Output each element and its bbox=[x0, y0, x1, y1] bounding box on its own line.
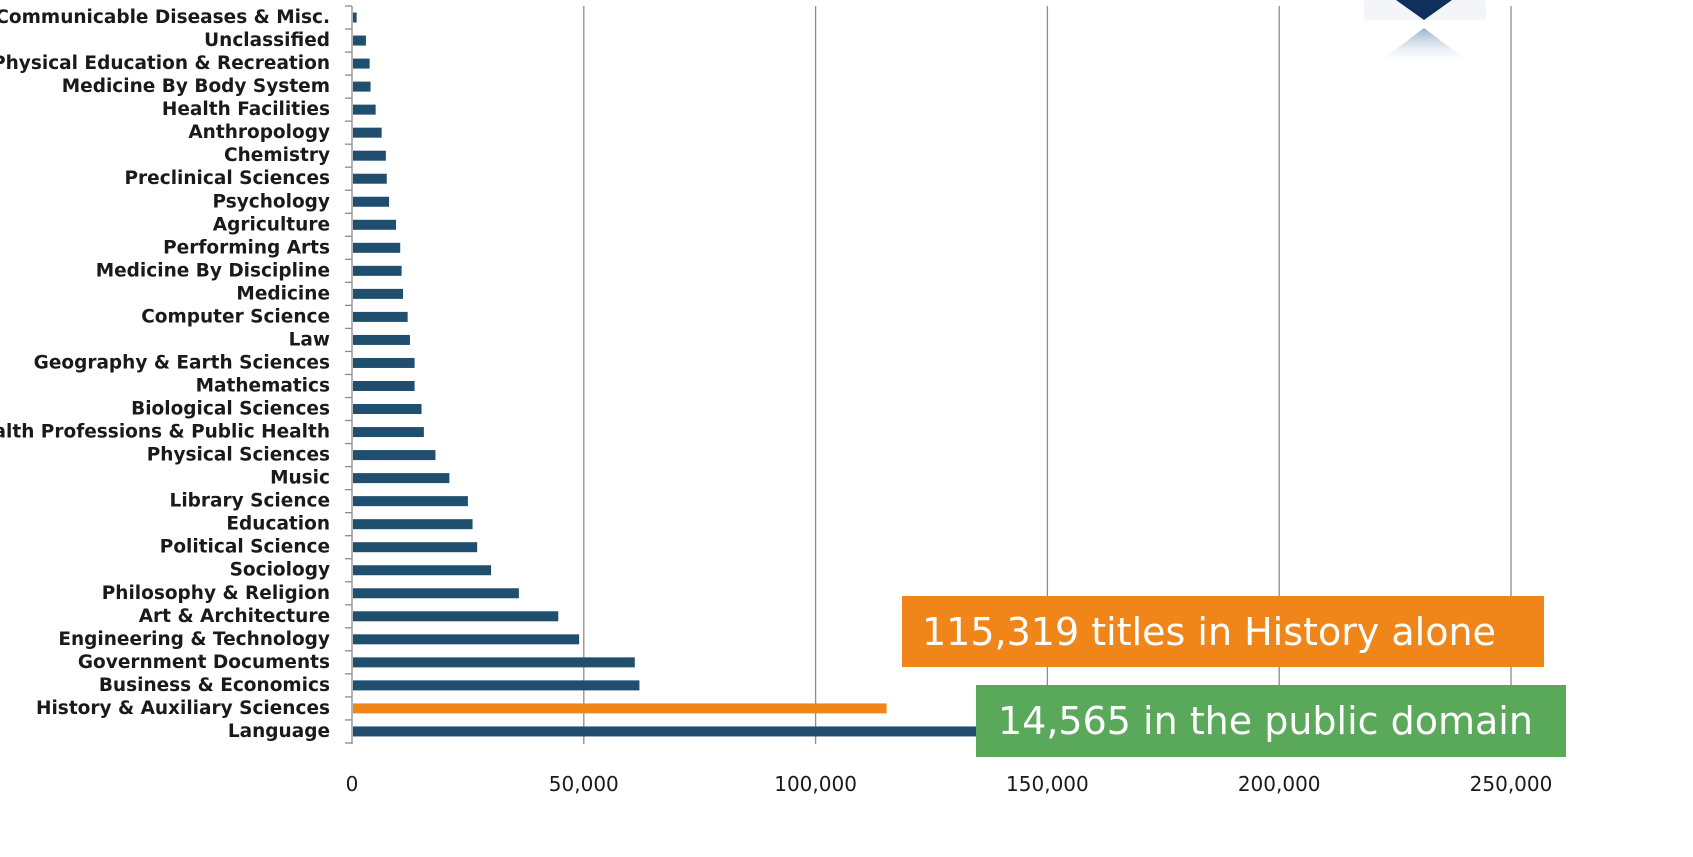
bar bbox=[353, 703, 887, 714]
bar bbox=[353, 611, 559, 622]
category-label: Physical Education & Recreation bbox=[0, 53, 330, 74]
bar bbox=[353, 634, 580, 645]
category-label: Health Facilities bbox=[162, 99, 330, 120]
bar bbox=[353, 173, 387, 184]
category-label: Engineering & Technology bbox=[58, 629, 330, 650]
category-label: Chemistry bbox=[224, 145, 330, 166]
bar bbox=[353, 150, 386, 161]
bar bbox=[353, 265, 402, 276]
category-label: Geography & Earth Sciences bbox=[34, 352, 330, 373]
bar bbox=[353, 542, 478, 553]
category-label: Agriculture bbox=[213, 214, 330, 235]
category-label: Medicine bbox=[236, 283, 330, 304]
bar bbox=[353, 404, 422, 415]
category-label: Health Professions & Public Health bbox=[0, 422, 330, 443]
category-label: Preclinical Sciences bbox=[125, 168, 331, 189]
bar bbox=[353, 334, 410, 345]
x-tick-label: 250,000 bbox=[1470, 772, 1553, 796]
category-label: Government Documents bbox=[78, 652, 330, 673]
bar bbox=[353, 35, 366, 46]
bar bbox=[353, 496, 468, 507]
category-label: Mathematics bbox=[196, 375, 330, 396]
bar bbox=[353, 58, 370, 69]
bar bbox=[353, 380, 415, 391]
category-label: Philosophy & Religion bbox=[102, 583, 330, 604]
category-label: Sociology bbox=[230, 560, 330, 581]
bar bbox=[353, 450, 436, 461]
x-tick-label: 150,000 bbox=[1006, 772, 1089, 796]
category-label: Business & Economics bbox=[99, 675, 330, 696]
bar bbox=[353, 81, 371, 92]
x-tick-label: 200,000 bbox=[1238, 772, 1321, 796]
category-label: History & Auxiliary Sciences bbox=[36, 698, 330, 719]
category-label: Law bbox=[289, 329, 330, 350]
bar bbox=[353, 104, 376, 115]
bar bbox=[353, 219, 397, 230]
category-label: Political Science bbox=[160, 537, 330, 558]
category-label: Language bbox=[228, 721, 330, 742]
x-tick-label: 100,000 bbox=[774, 772, 857, 796]
category-label: Biological Sciences bbox=[131, 399, 330, 420]
category-label: Art & Architecture bbox=[139, 606, 330, 627]
y-axis bbox=[345, 5, 353, 744]
category-label: Music bbox=[270, 468, 330, 489]
bars bbox=[353, 12, 978, 737]
category-label: Psychology bbox=[212, 191, 330, 212]
bar bbox=[353, 473, 450, 484]
category-label: Library Science bbox=[170, 491, 330, 512]
x-tick-label: 0 bbox=[346, 772, 359, 796]
category-label: Education bbox=[226, 514, 330, 535]
bar bbox=[353, 680, 640, 691]
bar bbox=[353, 311, 408, 322]
bar bbox=[353, 242, 401, 253]
category-label: Medicine By Body System bbox=[62, 76, 330, 97]
category-label: Unclassified bbox=[204, 30, 330, 51]
category-label: Computer Science bbox=[141, 306, 330, 327]
category-label: Physical Sciences bbox=[147, 445, 330, 466]
category-label: Medicine By Discipline bbox=[96, 260, 330, 281]
history-callout: 115,319 titles in History alone bbox=[902, 596, 1544, 667]
bar bbox=[353, 657, 635, 668]
category-label: Communicable Diseases & Misc. bbox=[0, 7, 330, 28]
category-label: Anthropology bbox=[188, 122, 330, 143]
category-label: Performing Arts bbox=[163, 237, 330, 258]
x-tick-labels: 0 50,000 100,000 150,000 200,000 250,000 bbox=[346, 772, 1553, 796]
bar bbox=[353, 357, 415, 368]
bar bbox=[353, 12, 357, 23]
x-tick-label: 50,000 bbox=[549, 772, 619, 796]
logo-icon bbox=[1364, 0, 1486, 66]
bar bbox=[353, 196, 390, 207]
bar bbox=[353, 427, 424, 438]
bar bbox=[353, 588, 519, 599]
bar bbox=[353, 519, 473, 530]
bar bbox=[353, 127, 382, 138]
public-domain-callout: 14,565 in the public domain bbox=[976, 685, 1566, 757]
bar bbox=[353, 565, 492, 576]
bar bbox=[353, 726, 978, 737]
bar bbox=[353, 288, 403, 299]
